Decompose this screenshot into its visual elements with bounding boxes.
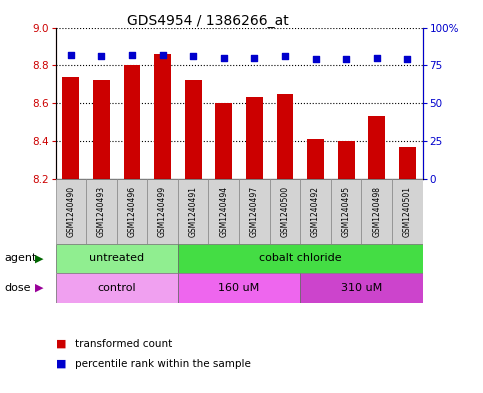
FancyBboxPatch shape (117, 179, 147, 244)
Bar (246, 97, 263, 179)
Bar (185, 81, 201, 179)
FancyBboxPatch shape (178, 273, 300, 303)
Point (128, 51, 136, 58)
FancyBboxPatch shape (209, 179, 239, 244)
Text: untreated: untreated (89, 253, 144, 263)
Text: ■: ■ (56, 339, 66, 349)
Text: agent: agent (5, 253, 37, 263)
FancyBboxPatch shape (300, 179, 331, 244)
Point (98, 53, 105, 59)
FancyBboxPatch shape (361, 179, 392, 244)
Text: GDS4954 / 1386266_at: GDS4954 / 1386266_at (127, 14, 288, 28)
Point (342, 56, 350, 62)
FancyBboxPatch shape (86, 179, 117, 244)
Text: GSM1240495: GSM1240495 (341, 185, 351, 237)
FancyBboxPatch shape (56, 273, 178, 303)
FancyBboxPatch shape (178, 179, 209, 244)
FancyBboxPatch shape (56, 179, 86, 244)
Point (67, 51, 75, 58)
Bar (154, 54, 171, 179)
Bar (338, 141, 355, 179)
Bar (124, 65, 141, 179)
Point (251, 55, 258, 61)
Bar (307, 139, 324, 179)
Text: dose: dose (5, 283, 31, 293)
Point (189, 53, 197, 59)
FancyBboxPatch shape (239, 179, 270, 244)
Point (312, 56, 319, 62)
Text: GSM1240498: GSM1240498 (372, 186, 381, 237)
Text: GSM1240493: GSM1240493 (97, 185, 106, 237)
FancyBboxPatch shape (147, 179, 178, 244)
Text: GSM1240492: GSM1240492 (311, 186, 320, 237)
Text: percentile rank within the sample: percentile rank within the sample (75, 358, 251, 369)
Text: GSM1240494: GSM1240494 (219, 185, 228, 237)
Point (403, 56, 411, 62)
Bar (215, 103, 232, 179)
Bar (277, 94, 293, 179)
Text: transformed count: transformed count (75, 339, 172, 349)
Text: GSM1240500: GSM1240500 (281, 185, 289, 237)
Bar (62, 77, 79, 179)
Bar (399, 147, 416, 179)
Text: control: control (98, 283, 136, 293)
Text: GSM1240499: GSM1240499 (158, 185, 167, 237)
FancyBboxPatch shape (392, 179, 423, 244)
FancyBboxPatch shape (300, 273, 423, 303)
Bar (369, 116, 385, 179)
Text: cobalt chloride: cobalt chloride (259, 253, 341, 263)
FancyBboxPatch shape (270, 179, 300, 244)
Text: 160 uM: 160 uM (218, 283, 260, 293)
Text: GSM1240491: GSM1240491 (189, 186, 198, 237)
Text: GSM1240496: GSM1240496 (128, 185, 137, 237)
Text: ▶: ▶ (35, 253, 44, 263)
FancyBboxPatch shape (178, 244, 423, 273)
Text: ■: ■ (56, 358, 66, 369)
Bar (93, 81, 110, 179)
FancyBboxPatch shape (331, 179, 361, 244)
Text: 310 uM: 310 uM (341, 283, 382, 293)
Text: GSM1240501: GSM1240501 (403, 186, 412, 237)
Text: ▶: ▶ (35, 283, 44, 293)
Point (281, 53, 289, 59)
Text: GSM1240497: GSM1240497 (250, 185, 259, 237)
Point (159, 51, 167, 58)
Text: GSM1240490: GSM1240490 (66, 185, 75, 237)
FancyBboxPatch shape (56, 244, 178, 273)
Point (220, 55, 227, 61)
Point (373, 55, 381, 61)
